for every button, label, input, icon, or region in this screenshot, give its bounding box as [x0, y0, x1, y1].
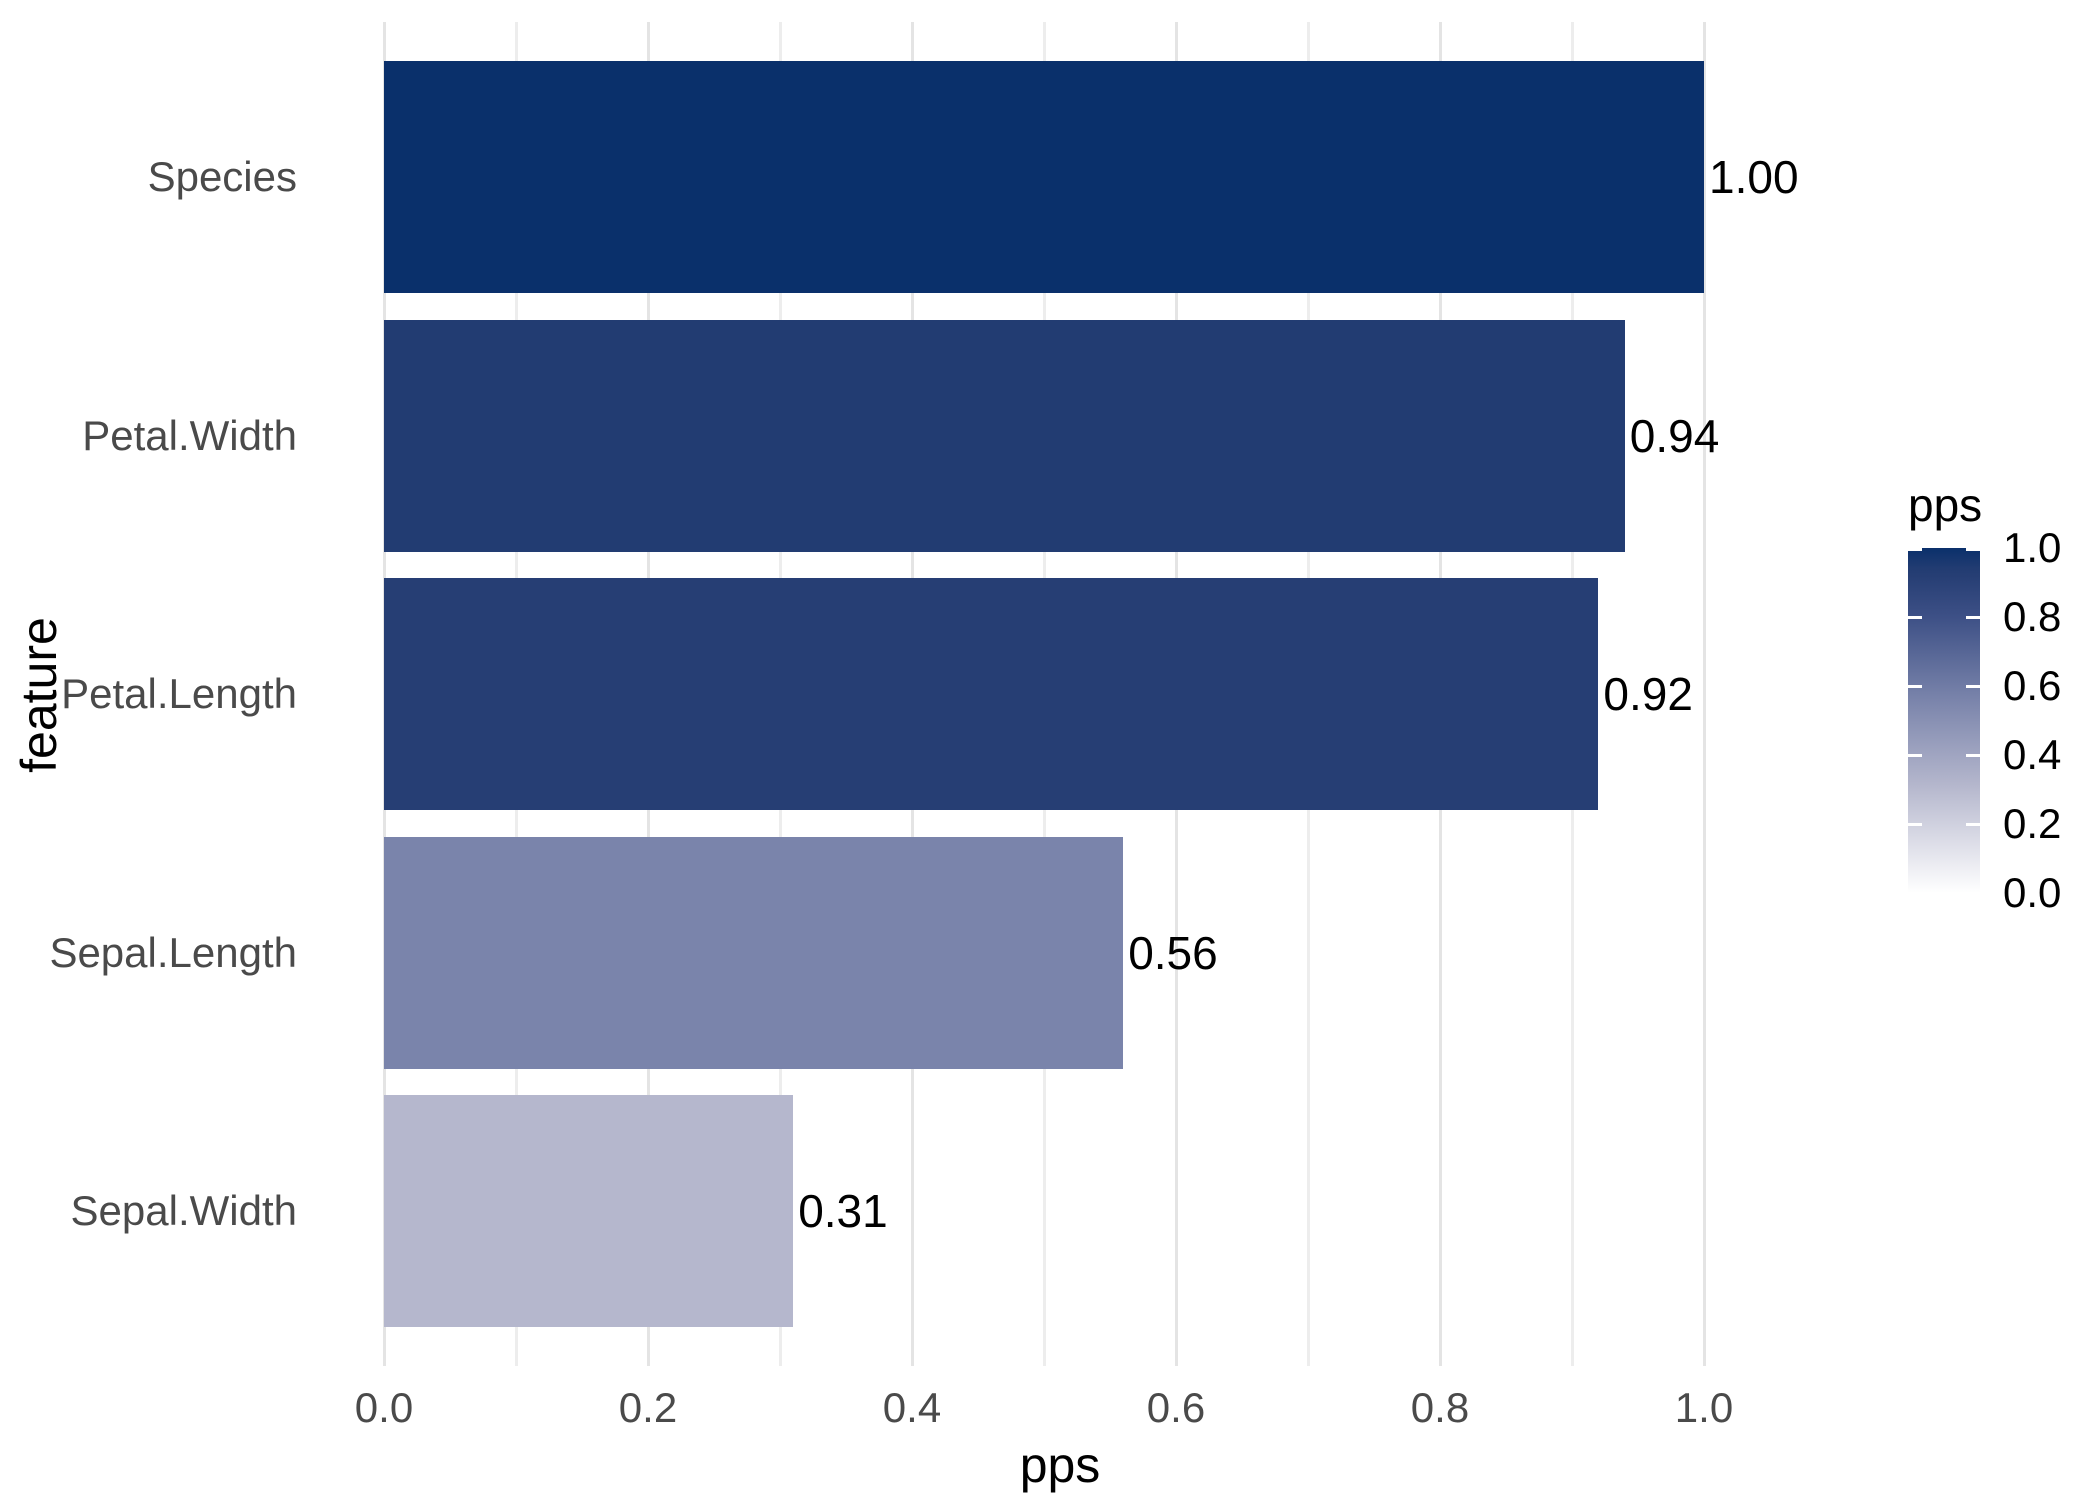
legend-gradient-bar	[1908, 548, 1980, 893]
legend-tick-mark	[1966, 548, 1980, 551]
y-tick-label: Sepal.Length	[49, 928, 297, 976]
legend-tick-label: 1.0	[2003, 524, 2062, 571]
legend-tick-mark	[1966, 822, 1980, 826]
x-tick-label: 0.0	[354, 1384, 414, 1431]
legend-tick-label: 0.8	[2003, 593, 2062, 640]
x-tick-label: 0.4	[882, 1384, 942, 1431]
legend-tick-mark	[1966, 684, 1980, 688]
y-tick-label: Species	[147, 153, 297, 200]
legend-tick-label: 0.6	[2003, 662, 2062, 709]
y-tick-label: Sepal.Width	[70, 1187, 297, 1235]
major-gridline	[1702, 22, 1706, 1366]
bar-value-label: 0.94	[1629, 409, 1720, 462]
x-axis-title: pps	[1019, 1437, 1101, 1493]
y-tick-label: Petal.Length	[61, 670, 297, 718]
legend-tick-mark	[1908, 684, 1922, 688]
bar-value-label: 0.92	[1603, 668, 1693, 721]
x-tick-label: 0.6	[1146, 1384, 1206, 1431]
legend-tick-mark	[1908, 548, 1922, 551]
legend-tick-mark	[1908, 753, 1922, 757]
x-tick-label: 0.2	[618, 1384, 678, 1431]
bar-petal-width	[384, 319, 1625, 552]
y-tick-label: Petal.Width	[82, 411, 297, 459]
bar-value-label: 0.31	[798, 1185, 888, 1238]
bar-petal-length	[384, 578, 1599, 811]
bar-value-label: 0.56	[1128, 926, 1218, 979]
legend-tick-label: 0.2	[2003, 800, 2062, 847]
legend-tick-label: 0.0	[2003, 869, 2062, 916]
bar-sepal-width	[384, 1095, 794, 1328]
legend-tick-label: 0.4	[2003, 731, 2062, 778]
bar-species	[384, 61, 1704, 293]
x-tick-label: 1.0	[1674, 1384, 1734, 1431]
legend-tick-mark	[1908, 615, 1922, 619]
bar-value-label: 1.00	[1709, 151, 1799, 203]
bar-sepal-length	[384, 836, 1124, 1069]
legend-tick-mark	[1966, 615, 1980, 619]
legend-tick-mark	[1908, 822, 1922, 826]
legend-tick-mark	[1966, 753, 1980, 757]
x-tick-label: 0.8	[1410, 1384, 1470, 1431]
legend-title: pps	[1908, 479, 1983, 531]
